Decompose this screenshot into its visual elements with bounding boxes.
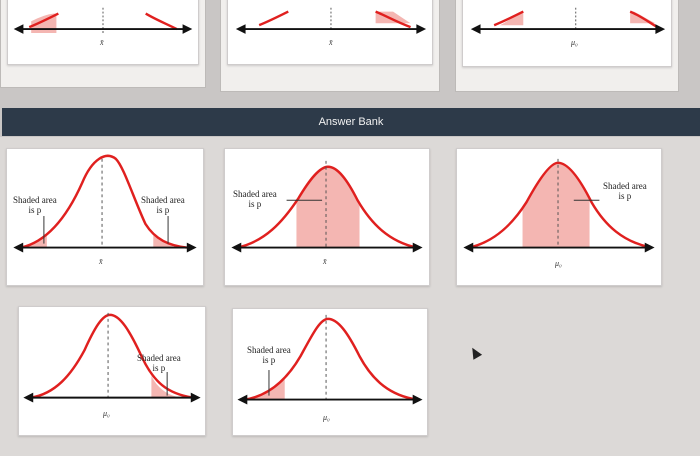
label-line: Shaded area	[603, 181, 647, 191]
answer-card-right-tail-mu0[interactable]: Shaded area is p μ₀	[18, 306, 206, 436]
answer-card-left-tail-mu0[interactable]: Shaded area is p μ₀	[232, 308, 428, 436]
label-line: is p	[618, 191, 632, 201]
label-line: Shaded area	[233, 189, 277, 199]
answer-card-central-mu0[interactable]: Shaded area is p μ₀	[456, 148, 662, 286]
axis-label: μ₀	[103, 409, 110, 418]
axis-label: x̄	[100, 38, 104, 47]
label-line: is p	[152, 363, 166, 373]
axis-label: x̄	[329, 38, 333, 47]
drop-target-2-content: x̄	[227, 0, 433, 65]
shaded-area-label: Shaded area is p	[247, 345, 291, 365]
shaded-area-label: Shaded area is p	[137, 353, 181, 373]
distribution-graph	[463, 158, 655, 253]
axis-label: x̄	[323, 257, 327, 266]
axis-label: μ₀	[571, 38, 578, 47]
answer-bank-header: Answer Bank	[2, 108, 700, 136]
shaded-area-label: Shaded area is p	[233, 189, 277, 209]
label-line: is p	[156, 205, 170, 215]
distribution-graph	[470, 7, 666, 34]
shaded-area-label-left: Shaded area is p	[13, 195, 57, 215]
drop-target-3-content: μ₀	[462, 0, 672, 67]
label-line: Shaded area	[247, 345, 291, 355]
label-line: Shaded area	[141, 195, 185, 205]
drop-target-1-content: x̄	[7, 0, 199, 65]
distribution-graph	[235, 7, 427, 34]
label-line: Shaded area	[13, 195, 57, 205]
axis-label: μ₀	[323, 413, 330, 422]
answer-card-two-tailed-xbar[interactable]: Shaded area is p Shaded area is p x̄	[6, 148, 204, 286]
shaded-area-label-right: Shaded area is p	[141, 195, 185, 215]
answer-card-central-xbar[interactable]: Shaded area is p x̄	[224, 148, 430, 286]
label-line: is p	[248, 199, 262, 209]
distribution-graph	[13, 7, 193, 34]
distribution-graph	[237, 314, 423, 405]
label-line: is p	[28, 205, 42, 215]
distribution-graph	[13, 154, 197, 253]
shaded-area-label: Shaded area is p	[603, 181, 647, 201]
distribution-graph	[231, 160, 423, 253]
drop-target-1[interactable]: x̄	[0, 0, 206, 88]
distribution-graph	[23, 312, 201, 403]
label-line: is p	[262, 355, 276, 365]
axis-label: μ₀	[555, 259, 562, 268]
drop-target-2[interactable]: x̄	[220, 0, 440, 92]
label-line: Shaded area	[137, 353, 181, 363]
drop-target-3[interactable]: μ₀	[455, 0, 679, 92]
axis-label: x̄	[99, 257, 103, 266]
